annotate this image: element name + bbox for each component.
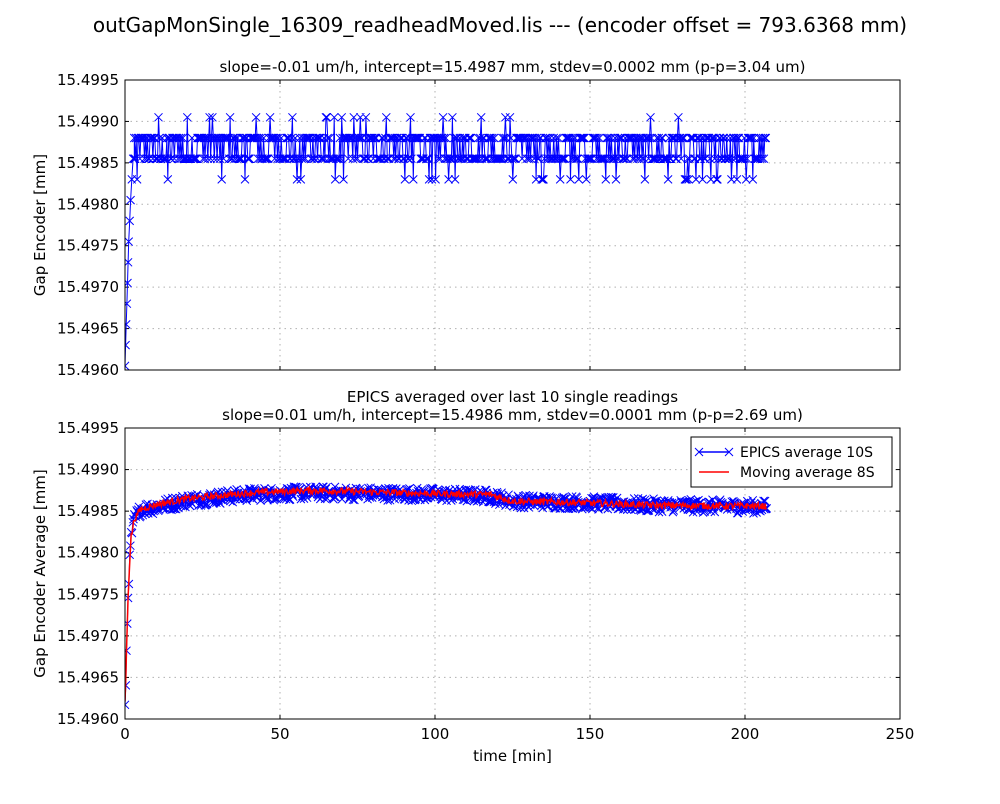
y-tick-label: 15.4995 bbox=[57, 71, 119, 89]
x-tick-label: 200 bbox=[731, 725, 760, 743]
x-tick-label: 150 bbox=[576, 725, 605, 743]
y-tick-label: 15.4985 bbox=[57, 154, 119, 172]
data-area bbox=[125, 112, 771, 370]
y-tick-label: 15.4985 bbox=[57, 502, 119, 520]
plot-title: slope=-0.01 um/h, intercept=15.4987 mm, … bbox=[219, 58, 805, 76]
y-tick-label: 15.4960 bbox=[57, 710, 119, 728]
series-line bbox=[125, 484, 767, 702]
legend: EPICS average 10S Moving average 8S bbox=[690, 436, 893, 488]
legend-label: EPICS average 10S bbox=[740, 445, 873, 461]
plot-title: EPICS averaged over last 10 single readi… bbox=[347, 388, 678, 406]
series-markers bbox=[125, 112, 771, 370]
figure-title: outGapMonSingle_16309_readheadMoved.lis … bbox=[93, 13, 907, 37]
y-tick-label: 15.4990 bbox=[57, 112, 119, 130]
y-tick-label: 15.4980 bbox=[57, 544, 119, 562]
axes-frame bbox=[124, 79, 901, 371]
x-tick-label: 250 bbox=[886, 725, 915, 743]
y-axis-label: Gap Encoder [mm] bbox=[31, 154, 49, 296]
series-markers bbox=[125, 482, 772, 710]
y-tick-label: 15.4965 bbox=[57, 668, 119, 686]
y-tick-label: 15.4970 bbox=[57, 278, 119, 296]
y-tick-label: 15.4980 bbox=[57, 195, 119, 213]
y-tick-label: 15.4975 bbox=[57, 237, 119, 255]
legend-label: Moving average 8S bbox=[740, 465, 875, 481]
legend-marker bbox=[694, 447, 704, 457]
x-tick-label: 50 bbox=[270, 725, 289, 743]
x-tick-label: 100 bbox=[421, 725, 450, 743]
series-line bbox=[125, 485, 767, 705]
y-tick-label: 15.4970 bbox=[57, 627, 119, 645]
bottom-plot: EPICS averaged over last 10 single readi… bbox=[31, 388, 914, 765]
y-tick-label: 15.4975 bbox=[57, 585, 119, 603]
top-plot: slope=-0.01 um/h, intercept=15.4987 mm, … bbox=[31, 58, 901, 379]
legend-frame bbox=[690, 436, 893, 488]
data-area bbox=[125, 482, 772, 710]
y-tick-label: 15.4965 bbox=[57, 320, 119, 338]
y-axis-label: Gap Encoder Average [mm] bbox=[31, 469, 49, 678]
y-tick-label: 15.4995 bbox=[57, 419, 119, 437]
x-axis-label: time [min] bbox=[473, 747, 552, 765]
y-tick-label: 15.4960 bbox=[57, 361, 119, 379]
axes-frame bbox=[124, 427, 901, 720]
plot-title: slope=0.01 um/h, intercept=15.4986 mm, s… bbox=[222, 406, 803, 424]
legend-marker bbox=[724, 447, 734, 457]
y-tick-label: 15.4990 bbox=[57, 461, 119, 479]
x-tick-label: 0 bbox=[120, 725, 130, 743]
